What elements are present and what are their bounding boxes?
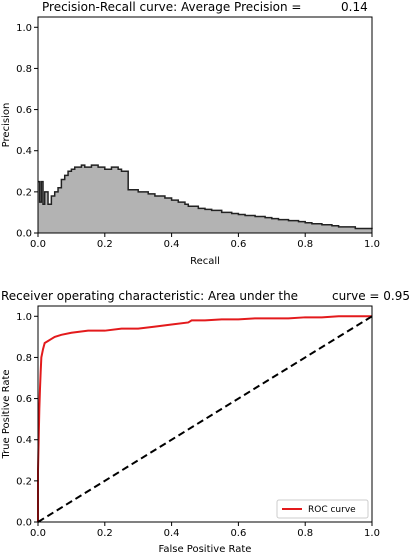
roc-x-tick-label: 0.2 xyxy=(97,528,113,539)
roc-curve-line xyxy=(37,315,372,522)
roc-y-tick-label: 0.4 xyxy=(16,435,32,446)
roc-x-tick-label: 0.6 xyxy=(230,528,246,539)
pr-y-ticks: 0.0 0.2 0.4 0.6 0.8 1.0 xyxy=(16,23,38,240)
pr-y-tick-label: 0.6 xyxy=(16,105,32,116)
roc-chart-title-value: curve = 0.95 xyxy=(332,289,410,303)
roc-legend-label: ROC curve xyxy=(308,505,356,515)
pr-axes-frame xyxy=(37,16,373,234)
pr-x-tick-label: 0.8 xyxy=(297,239,313,250)
pr-y-tick-label: 0.8 xyxy=(16,64,32,75)
pr-y-tick-label: 0.2 xyxy=(16,187,32,198)
pr-x-ticks: 0.0 0.2 0.4 0.6 0.8 1.0 xyxy=(30,233,380,250)
roc-x-tick-label: 0.8 xyxy=(297,528,313,539)
pr-area-fill xyxy=(38,165,372,233)
roc-chart-title: Receiver operating characteristic: Area … xyxy=(1,289,298,303)
roc-y-tick-label: 0.6 xyxy=(16,394,32,405)
roc-plot-area xyxy=(37,315,373,523)
pr-y-axis-label: Precision xyxy=(1,103,12,148)
roc-x-tick-label: 0.0 xyxy=(30,528,46,539)
pr-x-tick-label: 0.2 xyxy=(97,239,113,250)
precision-recall-chart: Precision-Recall curve: Average Precisio… xyxy=(1,0,380,267)
roc-x-ticks: 0.0 0.2 0.4 0.6 0.8 1.0 xyxy=(30,522,380,539)
roc-y-tick-label: 0.0 xyxy=(16,518,32,529)
pr-chart-title-value: 0.14 xyxy=(341,0,368,14)
pr-y-tick-label: 0.0 xyxy=(16,229,32,240)
pr-x-tick-label: 1.0 xyxy=(364,239,380,250)
pr-chart-title: Precision-Recall curve: Average Precisio… xyxy=(42,0,301,14)
pr-x-tick-label: 0.0 xyxy=(30,239,46,250)
pr-plot-area xyxy=(38,164,373,233)
roc-y-ticks: 0.0 0.2 0.4 0.6 0.8 1.0 xyxy=(16,312,38,529)
pr-y-tick-label: 0.4 xyxy=(16,146,32,157)
roc-x-axis-label: False Positive Rate xyxy=(159,544,252,553)
roc-axes-frame xyxy=(37,305,373,523)
pr-x-tick-label: 0.6 xyxy=(230,239,246,250)
pr-y-tick-label: 1.0 xyxy=(16,23,32,34)
roc-chart: Receiver operating characteristic: Area … xyxy=(1,289,410,553)
roc-x-tick-label: 0.4 xyxy=(164,528,180,539)
pr-step-line xyxy=(38,164,373,230)
roc-legend: ROC curve xyxy=(276,499,369,519)
roc-y-tick-label: 0.2 xyxy=(16,476,32,487)
roc-y-tick-label: 1.0 xyxy=(16,312,32,323)
roc-y-axis-label: True Positive Rate xyxy=(1,369,12,459)
roc-legend-box xyxy=(276,499,369,519)
roc-x-tick-label: 1.0 xyxy=(364,528,380,539)
roc-y-tick-label: 0.8 xyxy=(16,353,32,364)
pr-x-tick-label: 0.4 xyxy=(164,239,180,250)
pr-x-axis-label: Recall xyxy=(190,256,220,267)
roc-chance-line xyxy=(37,315,373,523)
